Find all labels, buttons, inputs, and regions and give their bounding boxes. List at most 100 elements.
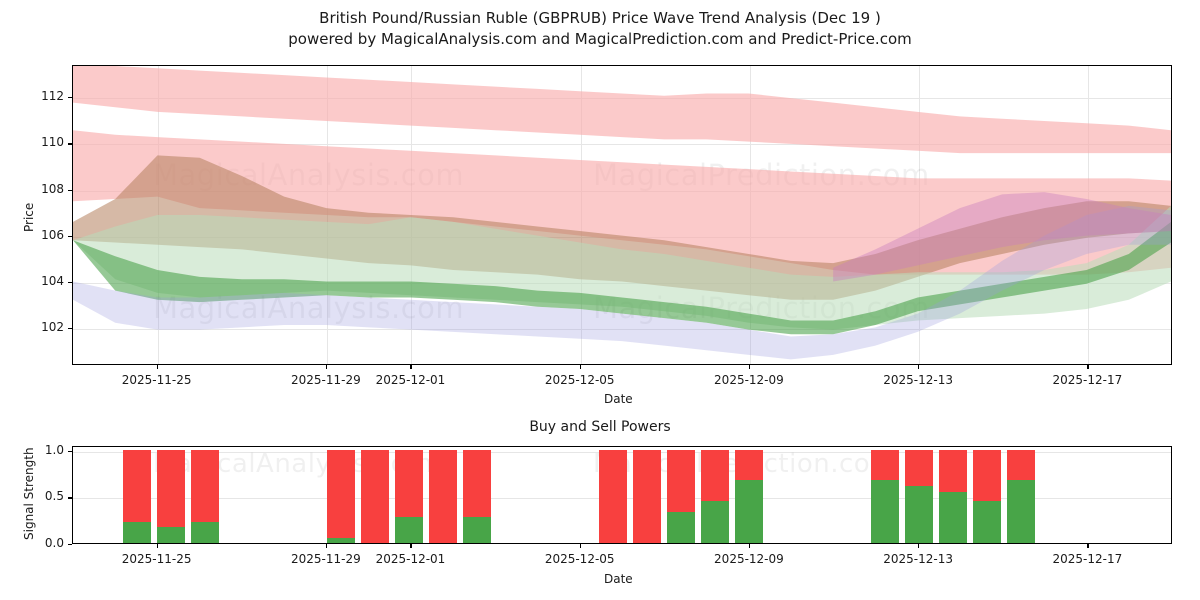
buy-power-segment — [191, 522, 219, 543]
power-x-tick-label: 2025-12-01 — [375, 552, 446, 566]
price-band — [73, 66, 1171, 154]
price-y-tick-mark — [68, 235, 72, 237]
gridline-h — [73, 144, 1171, 146]
price-x-tick-label: 2025-11-29 — [290, 373, 361, 387]
price-x-tick-mark — [1087, 365, 1089, 369]
gridline-h — [73, 329, 1171, 331]
price-y-tick-label: 104 — [41, 273, 64, 288]
price-y-tick-label: 110 — [41, 135, 64, 150]
power-bar[interactable] — [905, 449, 933, 543]
title-subtitle: powered by MagicalAnalysis.com and Magic… — [288, 30, 912, 48]
buy-power-segment — [463, 516, 491, 543]
power-bar[interactable] — [395, 449, 423, 543]
price-band — [73, 130, 1171, 275]
buy-power-segment — [667, 512, 695, 543]
power-bar[interactable] — [701, 449, 729, 543]
buy-power-segment — [905, 486, 933, 543]
power-x-tick-mark — [410, 544, 412, 548]
power-bar[interactable] — [667, 449, 695, 543]
power-x-tick-label: 2025-12-09 — [714, 552, 784, 566]
price-y-tick-label: 112 — [41, 89, 64, 104]
buy-power-segment — [871, 480, 899, 543]
power-x-tick-label: 2025-11-25 — [121, 552, 192, 566]
sell-power-segment — [361, 449, 389, 543]
buy-power-segment — [939, 491, 967, 543]
price-x-tick-label: 2025-12-05 — [544, 373, 615, 387]
price-x-tick-mark — [918, 365, 920, 369]
buy-power-segment — [327, 538, 355, 543]
price-x-tick-label: 2025-12-13 — [883, 373, 954, 387]
power-bar[interactable] — [1007, 449, 1035, 543]
buy-power-segment — [157, 527, 185, 543]
price-y-tick-mark — [68, 281, 72, 284]
price-x-axis-label: Date — [604, 392, 633, 406]
power-y-tick-label: 0.5 — [44, 489, 64, 504]
title-main: British Pound/Russian Ruble (GBPRUB) Pri… — [319, 9, 881, 27]
sell-power-segment — [633, 449, 661, 543]
price-x-tick-label: 2025-11-25 — [121, 373, 192, 387]
price-y-tick-label: 108 — [41, 181, 64, 196]
buy-power-segment — [735, 480, 763, 543]
price-x-tick-mark — [156, 365, 158, 369]
power-y-tick-label: 0.0 — [44, 536, 64, 550]
price-bands-layer — [73, 66, 1171, 364]
price-x-tick-label: 2025-12-17 — [1052, 373, 1123, 387]
buy-power-segment — [701, 501, 729, 543]
price-x-tick-label: 2025-12-01 — [375, 373, 446, 387]
power-x-tick-mark — [748, 544, 751, 548]
price-wave-chart: MagicalAnalysis.comMagicalPrediction.com… — [72, 65, 1172, 365]
buy-power-segment — [973, 501, 1001, 543]
power-y-tick-mark — [68, 450, 72, 452]
power-bar[interactable] — [973, 449, 1001, 543]
price-band — [73, 205, 1171, 360]
buy-power-segment — [1007, 480, 1035, 543]
power-x-tick-mark — [918, 544, 920, 548]
sell-power-segment — [327, 449, 355, 543]
power-x-tick-mark — [579, 544, 581, 548]
power-bar[interactable] — [599, 449, 627, 543]
sell-power-segment — [599, 449, 627, 543]
price-y-tick-mark — [68, 189, 72, 191]
buy-power-segment — [395, 516, 423, 543]
power-y-tick-mark — [68, 544, 72, 546]
power-bar[interactable] — [123, 449, 151, 543]
power-x-tick-mark — [325, 544, 328, 548]
power-bar[interactable] — [871, 449, 899, 543]
power-bar[interactable] — [939, 449, 967, 543]
power-x-tick-label: 2025-12-17 — [1052, 552, 1123, 566]
price-y-tick-mark — [68, 97, 72, 99]
power-x-tick-label: 2025-12-05 — [544, 552, 615, 566]
power-bar[interactable] — [463, 449, 491, 543]
power-bar[interactable] — [361, 449, 389, 543]
power-bar[interactable] — [633, 449, 661, 543]
price-y-tick-mark — [68, 143, 72, 145]
power-bar[interactable] — [735, 449, 763, 543]
power-y-tick-mark — [68, 497, 72, 499]
power-y-tick-label: 1.0 — [44, 442, 64, 457]
buy-sell-powers-chart: MagicalAnalysis.comMagicalPrediction.com — [72, 446, 1172, 544]
power-bar[interactable] — [191, 449, 219, 543]
price-x-tick-mark — [579, 365, 581, 369]
price-band — [73, 205, 1171, 330]
power-x-tick-mark — [1087, 544, 1089, 548]
price-y-axis-label: Price — [22, 202, 36, 232]
price-x-tick-mark — [325, 365, 328, 369]
power-bar[interactable] — [157, 449, 185, 543]
power-y-axis-label: Signal Strength — [22, 447, 36, 540]
price-x-tick-mark — [410, 365, 412, 369]
price-y-tick-label: 102 — [41, 320, 64, 335]
price-x-tick-label: 2025-12-09 — [714, 373, 784, 387]
power-bar[interactable] — [327, 449, 355, 543]
price-x-tick-mark — [748, 365, 751, 369]
power-chart-title: Buy and Sell Powers — [529, 419, 671, 435]
power-bar[interactable] — [429, 449, 457, 543]
price-band — [73, 155, 1171, 300]
sell-power-segment — [429, 449, 457, 543]
price-band — [833, 192, 1171, 282]
page-title: British Pound/Russian Ruble (GBPRUB) Pri… — [0, 8, 1200, 50]
power-x-tick-label: 2025-11-29 — [290, 552, 361, 566]
power-x-axis-label: Date — [604, 572, 633, 586]
price-band — [73, 221, 1171, 335]
price-y-tick-mark — [68, 328, 72, 330]
